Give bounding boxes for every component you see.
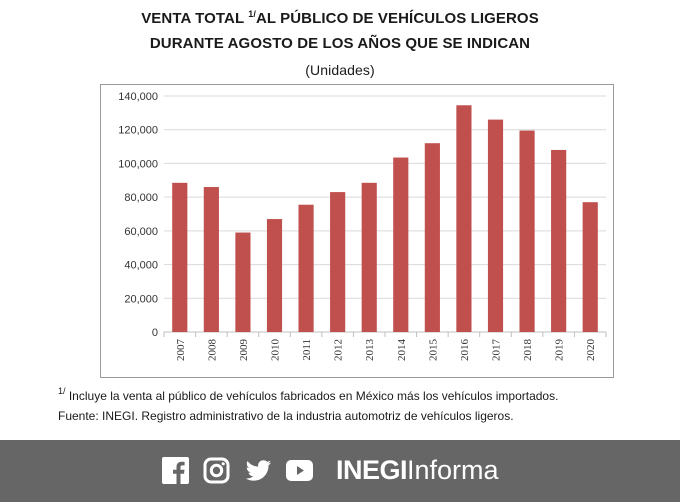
bar-2016 (456, 105, 472, 333)
y-tick-label: 0 (152, 327, 158, 339)
footnote: 1/ Incluye la venta al público de vehícu… (58, 386, 558, 403)
x-tick-label: 2014 (396, 339, 408, 362)
bar-2010 (266, 219, 283, 332)
bar-2020 (582, 202, 598, 332)
y-tick-label: 120,000 (118, 125, 158, 137)
x-tick-label: 2018 (522, 339, 534, 362)
x-tick-label: 2013 (364, 339, 376, 362)
bar-2007 (172, 182, 188, 332)
bar-2019 (551, 149, 567, 332)
inegi-informa-logo: INEGIInforma (336, 453, 499, 487)
chart-title-line1: VENTA TOTAL 1/AL PÚBLICO DE VEHÍCULOS LI… (0, 9, 680, 27)
x-tick-label: 2012 (333, 339, 345, 361)
x-tick-label: 2009 (238, 339, 250, 362)
bar-2014 (393, 157, 409, 332)
brand-bold: INEGI (336, 455, 408, 485)
bar-chart: 0 20,000 40,000 60,000 80,000 100,000 120,000 1… (118, 91, 607, 362)
bar-2015 (424, 143, 440, 332)
x-tick-label: 2020 (585, 339, 597, 362)
instagram-icon[interactable] (203, 457, 230, 484)
youtube-icon[interactable] (286, 457, 313, 484)
bar-2013 (361, 182, 377, 332)
x-tick-label: 2016 (459, 339, 471, 362)
title-footnote-mark: 1/ (248, 9, 256, 19)
brand-light: Informa (407, 455, 499, 485)
bar-2011 (298, 204, 314, 332)
bar-2017 (487, 119, 504, 332)
x-tick-label: 2019 (554, 339, 566, 362)
y-tick-label: 100,000 (118, 158, 158, 170)
y-tick-label: 60,000 (124, 226, 158, 238)
x-tick-label: 2008 (206, 339, 218, 362)
x-tick-label: 2007 (175, 339, 187, 362)
footnote-text: Incluye la venta al público de vehículos… (65, 389, 559, 403)
bar-2018 (519, 130, 535, 332)
x-tick-label: 2010 (270, 339, 282, 362)
title-part1: VENTA TOTAL (141, 10, 249, 27)
title-part2: AL PÚBLICO DE VEHÍCULOS LIGEROS (255, 10, 539, 27)
facebook-icon[interactable] (162, 457, 189, 484)
y-tick-label: 40,000 (124, 260, 158, 272)
chart-title-line2: DURANTE AGOSTO DE LOS AÑOS QUE SE INDICA… (149, 35, 531, 52)
x-tick-label: 2015 (427, 339, 439, 362)
bar-2008 (203, 187, 219, 332)
footer-bar: INEGIInforma (0, 440, 680, 502)
source-note: Fuente: INEGI. Registro administrativo d… (58, 409, 514, 423)
y-tick-label: 140,000 (118, 91, 158, 103)
x-tick-label: 2017 (491, 339, 503, 362)
twitter-icon[interactable] (245, 457, 272, 484)
bar-2009 (235, 232, 251, 332)
y-tick-label: 20,000 (124, 293, 158, 305)
footnote-mark: 1/ (58, 386, 66, 396)
y-tick-label: 80,000 (124, 192, 158, 204)
x-tick-label: 2011 (301, 339, 313, 361)
bar-2012 (330, 192, 346, 332)
chart-units: (Unidades) (305, 62, 375, 78)
